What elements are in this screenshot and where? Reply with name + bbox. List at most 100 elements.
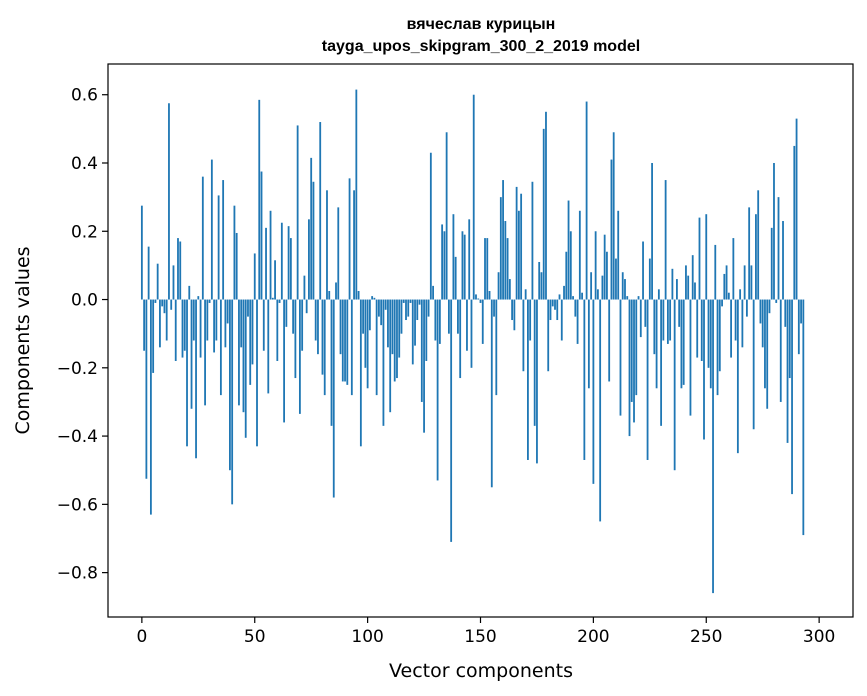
bar <box>213 299 216 353</box>
bar <box>736 299 739 454</box>
bar <box>396 299 398 379</box>
bar <box>420 299 423 402</box>
y-tick-label: −0.2 <box>57 359 98 379</box>
bar <box>608 299 611 382</box>
bar <box>161 299 164 307</box>
bar <box>583 299 586 460</box>
bar <box>466 299 468 351</box>
bar <box>657 289 660 300</box>
bar <box>603 234 606 300</box>
bar <box>502 180 504 300</box>
bar <box>274 260 276 300</box>
bar <box>630 299 633 402</box>
bar <box>635 299 638 396</box>
bar <box>682 299 685 385</box>
bar <box>330 299 333 426</box>
bar <box>391 299 394 355</box>
y-tick-label: −0.4 <box>57 427 98 447</box>
bar <box>140 205 143 300</box>
bar <box>481 299 484 344</box>
bar <box>504 221 507 300</box>
bar <box>777 197 780 300</box>
bar <box>359 299 362 447</box>
bar <box>797 299 800 355</box>
bar <box>335 282 337 300</box>
bar <box>666 299 669 344</box>
bar <box>434 299 437 341</box>
bar <box>219 299 222 396</box>
bar <box>238 299 240 406</box>
bar <box>696 299 699 358</box>
bar <box>308 219 310 300</box>
bar <box>463 234 466 300</box>
bar <box>226 299 229 324</box>
bar <box>716 299 719 396</box>
bar <box>251 299 254 365</box>
x-tick-label: 300 <box>803 627 835 647</box>
bar <box>389 299 392 413</box>
bar <box>691 255 694 300</box>
bar <box>319 122 322 300</box>
bar <box>357 291 360 300</box>
bars-group <box>140 89 805 594</box>
bar <box>538 261 541 300</box>
bar <box>639 299 642 338</box>
bar <box>427 299 430 317</box>
bar <box>210 159 213 300</box>
bar <box>567 200 570 300</box>
y-tick-label: 0.2 <box>71 222 98 242</box>
bar <box>739 289 742 300</box>
bar <box>240 299 243 348</box>
bar <box>256 299 258 447</box>
bar <box>217 195 220 300</box>
bar <box>755 214 757 300</box>
bar <box>520 193 523 300</box>
bar <box>536 299 538 464</box>
bar <box>495 299 498 396</box>
bar <box>678 299 681 327</box>
bar <box>152 299 155 373</box>
bar <box>233 205 236 300</box>
bar <box>590 272 593 300</box>
bar <box>788 299 791 379</box>
bar <box>660 299 663 426</box>
bar <box>310 157 313 300</box>
plot-frame <box>107 63 854 618</box>
bar <box>353 190 355 300</box>
bar <box>314 299 317 341</box>
bar <box>328 291 331 300</box>
bar <box>517 210 520 300</box>
bar <box>229 299 231 471</box>
bar <box>637 296 640 300</box>
bar <box>170 299 173 310</box>
bar <box>490 299 493 488</box>
bar <box>317 299 319 355</box>
bar <box>411 299 414 365</box>
bar <box>312 181 315 300</box>
bar <box>470 299 473 368</box>
bar <box>565 251 568 300</box>
bar <box>305 299 308 314</box>
bar <box>163 299 166 314</box>
bar <box>506 238 509 300</box>
bar <box>547 299 550 372</box>
bar <box>278 299 281 303</box>
bar <box>375 299 378 396</box>
x-tick-label: 0 <box>136 627 147 647</box>
bar <box>743 265 746 300</box>
bar <box>515 186 518 300</box>
bar <box>364 299 367 368</box>
bar <box>689 299 692 416</box>
bar <box>292 299 295 334</box>
bar <box>181 299 184 358</box>
bar <box>414 299 416 346</box>
bar <box>443 231 446 300</box>
chart-subtitle: tayga_upos_skipgram_300_2_2019 model <box>322 38 640 55</box>
bar <box>199 299 202 358</box>
bar <box>486 238 489 300</box>
bar <box>527 299 529 460</box>
bar <box>326 190 328 300</box>
bar <box>371 296 374 300</box>
bar <box>497 272 500 300</box>
bar <box>179 241 182 300</box>
